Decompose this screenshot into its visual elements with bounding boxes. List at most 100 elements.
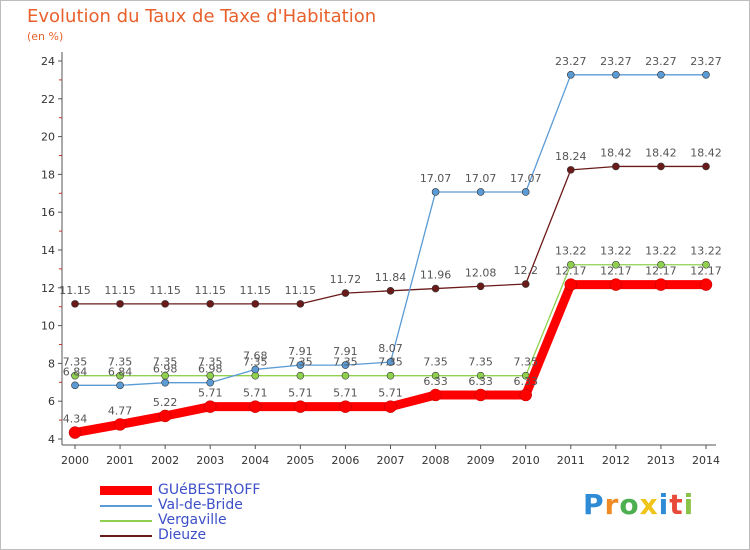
x-tick-label: 2001 <box>106 454 134 467</box>
y-tick-label: 16 <box>41 206 55 219</box>
data-label-1: 17.07 <box>465 172 497 185</box>
data-point-3 <box>476 282 485 291</box>
data-label-3: 11.15 <box>149 284 181 297</box>
data-point-3 <box>386 287 395 295</box>
data-point-0 <box>339 400 352 413</box>
data-label-1: 23.27 <box>645 55 677 68</box>
data-point-3 <box>521 280 530 288</box>
data-label-3: 11.15 <box>285 284 317 297</box>
data-point-2 <box>386 371 395 380</box>
data-point-3 <box>116 300 124 308</box>
data-point-2 <box>341 371 350 380</box>
data-label-3: 12.08 <box>465 266 497 279</box>
data-point-2 <box>566 260 575 269</box>
data-point-0 <box>699 278 713 291</box>
data-point-0 <box>564 278 578 291</box>
data-label-2: 7.35 <box>333 356 358 369</box>
data-point-3 <box>251 300 260 308</box>
legend-label: Val-de-Bride <box>158 497 243 513</box>
data-label-1: 8.07 <box>378 342 403 355</box>
data-label-3: 18.42 <box>690 146 722 159</box>
data-label-1: 17.07 <box>510 172 542 185</box>
data-point-0 <box>384 400 397 413</box>
data-point-3 <box>161 300 169 308</box>
data-label-1: 6.98 <box>198 363 223 376</box>
y-tick-label: 4 <box>48 433 55 446</box>
data-label-3: 11.15 <box>104 284 136 297</box>
data-point-0 <box>294 400 307 413</box>
data-label-3: 11.72 <box>330 273 362 286</box>
data-label-3: 18.42 <box>600 146 632 159</box>
data-point-1 <box>476 188 485 196</box>
data-label-2: 7.35 <box>378 356 403 369</box>
data-label-1: 7.68 <box>243 349 268 362</box>
proxiti-logo: Proxiti <box>583 488 695 521</box>
data-point-1 <box>702 70 710 79</box>
data-point-3 <box>71 300 79 308</box>
data-label-0: 5.71 <box>243 387 268 400</box>
legend-item: Vergaville <box>100 513 260 528</box>
data-label-0: 5.71 <box>198 387 223 400</box>
legend-label: Dieuze <box>158 527 207 543</box>
data-point-0 <box>249 400 262 413</box>
data-label-0: 5.71 <box>333 387 358 400</box>
x-tick-label: 2014 <box>692 454 720 467</box>
data-label-0: 12.17 <box>600 265 632 278</box>
data-label-2: 7.35 <box>513 356 538 369</box>
data-label-2: 13.22 <box>600 245 632 258</box>
data-point-3 <box>566 166 575 174</box>
data-label-1: 23.27 <box>690 55 722 68</box>
data-label-1: 23.27 <box>600 55 632 68</box>
data-label-3: 11.84 <box>375 271 407 284</box>
legend-swatch <box>100 486 152 495</box>
y-tick-label: 20 <box>41 131 55 144</box>
data-label-2: 7.35 <box>243 356 268 369</box>
data-label-1: 6.84 <box>108 365 133 378</box>
data-label-2: 13.22 <box>645 245 677 258</box>
data-point-2 <box>612 260 620 269</box>
data-label-0: 6.33 <box>468 375 493 388</box>
legend-item: Dieuze <box>100 528 260 543</box>
y-tick-label: 22 <box>41 93 55 106</box>
series-line-1 <box>75 74 706 386</box>
data-point-2 <box>71 371 79 380</box>
data-point-1 <box>116 381 124 390</box>
data-label-1: 7.91 <box>333 345 358 358</box>
data-point-3 <box>206 300 215 308</box>
legend-label: GUéBESTROFF <box>158 482 261 498</box>
y-tick-label: 10 <box>41 320 55 333</box>
y-tick-label: 18 <box>41 168 55 181</box>
x-tick-label: 2006 <box>331 454 359 467</box>
data-point-1 <box>612 70 620 79</box>
data-point-2 <box>431 371 440 380</box>
legend-label: Vergaville <box>158 512 227 528</box>
data-label-2: 7.35 <box>198 356 223 369</box>
legend-item: Val-de-Bride <box>100 498 260 513</box>
y-tick-label: 24 <box>41 55 55 68</box>
data-label-1: 6.98 <box>153 363 178 376</box>
legend-swatch <box>100 504 152 507</box>
data-label-0: 6.33 <box>513 375 538 388</box>
data-label-1: 17.07 <box>420 172 452 185</box>
data-point-0 <box>654 278 668 291</box>
x-tick-label: 2003 <box>196 454 224 467</box>
data-label-3: 11.15 <box>59 284 91 297</box>
data-label-3: 11.15 <box>240 284 272 297</box>
x-tick-label: 2004 <box>241 454 269 467</box>
data-label-0: 4.34 <box>63 413 88 426</box>
data-point-2 <box>116 371 124 380</box>
legend-item: GUéBESTROFF <box>100 483 260 498</box>
x-tick-label: 2007 <box>377 454 405 467</box>
data-point-1 <box>71 381 79 390</box>
data-label-1: 7.91 <box>288 345 313 358</box>
data-point-1 <box>296 361 305 369</box>
data-point-0 <box>68 426 82 439</box>
data-label-1: 6.84 <box>63 365 88 378</box>
data-label-0: 4.77 <box>108 404 133 417</box>
x-tick-label: 2002 <box>151 454 179 467</box>
data-point-0 <box>474 388 487 402</box>
data-point-3 <box>702 162 710 171</box>
chart-legend: GUéBESTROFF Val-de-Bride Vergaville Dieuze <box>100 483 260 543</box>
